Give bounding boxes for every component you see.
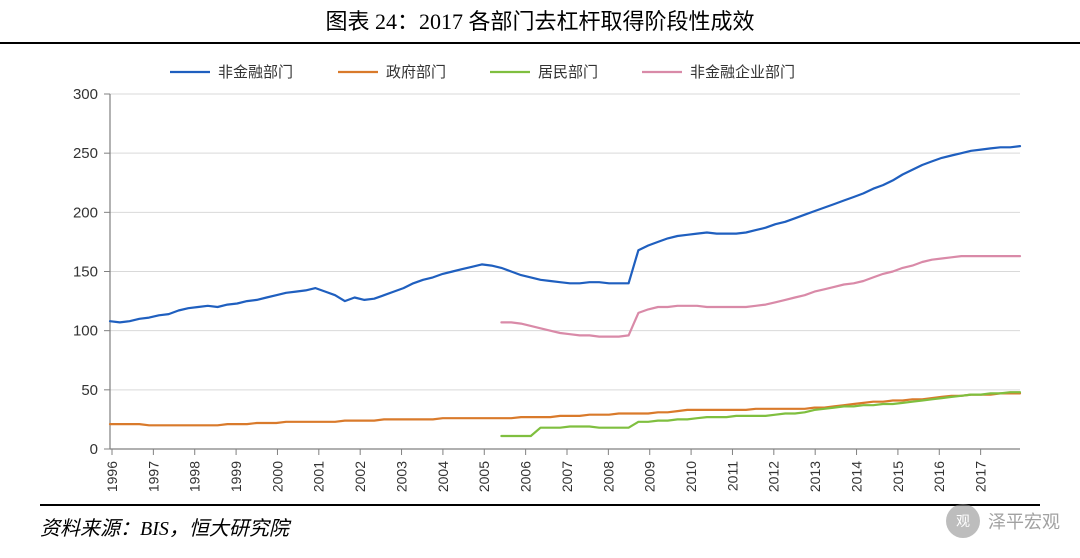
legend-label: 非金融企业部门 xyxy=(690,63,795,81)
svg-text:100: 100 xyxy=(73,323,98,340)
watermark-icon: 观 xyxy=(946,504,980,538)
svg-text:2005: 2005 xyxy=(476,461,492,492)
svg-text:1997: 1997 xyxy=(145,461,161,492)
svg-text:2017: 2017 xyxy=(973,461,989,492)
svg-text:150: 150 xyxy=(73,264,98,281)
svg-text:2002: 2002 xyxy=(352,461,368,492)
svg-text:200: 200 xyxy=(73,204,98,221)
svg-text:2008: 2008 xyxy=(600,461,616,492)
svg-text:2010: 2010 xyxy=(683,461,699,492)
svg-text:2006: 2006 xyxy=(518,461,534,492)
svg-text:2016: 2016 xyxy=(931,461,947,492)
svg-text:2000: 2000 xyxy=(269,461,285,492)
svg-text:2007: 2007 xyxy=(559,461,575,492)
legend-label: 非金融部门 xyxy=(218,64,293,81)
watermark-label: 泽平宏观 xyxy=(988,508,1060,534)
svg-text:2014: 2014 xyxy=(848,461,864,492)
svg-text:300: 300 xyxy=(73,86,98,103)
svg-text:2001: 2001 xyxy=(311,461,327,492)
legend-label: 居民部门 xyxy=(538,64,598,81)
svg-text:1999: 1999 xyxy=(228,461,244,492)
svg-text:2009: 2009 xyxy=(642,461,658,492)
source-text: 资料来源：BIS，恒大研究院 xyxy=(40,504,1040,541)
svg-text:250: 250 xyxy=(73,145,98,162)
svg-text:2015: 2015 xyxy=(890,461,906,492)
svg-text:0: 0 xyxy=(90,441,98,458)
svg-text:2004: 2004 xyxy=(435,461,451,492)
svg-text:1996: 1996 xyxy=(104,461,120,492)
chart-area: 0 50 100 150 200 250 300 1996 1997 1998 1999 2000 20… xyxy=(40,54,1040,504)
svg-text:2012: 2012 xyxy=(766,461,782,492)
legend-label: 政府部门 xyxy=(386,64,446,81)
svg-text:2011: 2011 xyxy=(724,461,740,491)
chart-title: 图表 24：2017 各部门去杠杆取得阶段性成效 xyxy=(0,0,1080,44)
svg-text:2003: 2003 xyxy=(393,461,409,492)
svg-text:2013: 2013 xyxy=(807,461,823,492)
svg-text:50: 50 xyxy=(81,382,98,399)
svg-text:1998: 1998 xyxy=(187,461,203,492)
watermark: 观 泽平宏观 xyxy=(946,504,1060,538)
